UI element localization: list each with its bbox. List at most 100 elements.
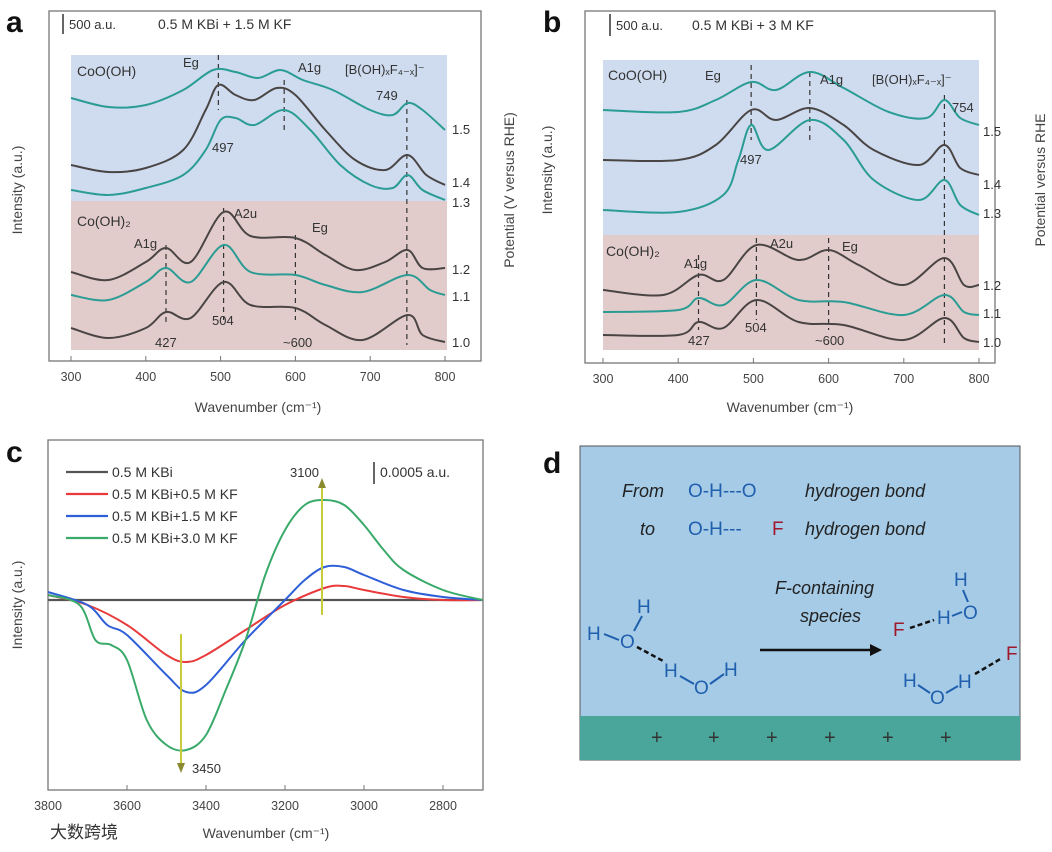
spectrum-line-1.5 xyxy=(602,70,980,126)
hydrogen-atom: H xyxy=(587,624,601,645)
peak-label: 749 xyxy=(376,88,398,103)
spectrum-line-1.1 xyxy=(602,278,980,317)
potential-label: 1.1 xyxy=(983,306,1001,321)
chart-title: 0.5 M KBi + 3 M KF xyxy=(692,17,814,33)
x-tick-label: 3400 xyxy=(192,799,220,813)
x-tick-label: 300 xyxy=(61,370,82,384)
from-text: From xyxy=(622,481,664,501)
spectrum-line-1.5 xyxy=(70,67,446,131)
panel-label: a xyxy=(6,6,23,39)
x-axis-label: Wavenumber (cm⁻¹) xyxy=(203,825,330,841)
legend-label: 0.5 M KBi+1.5 M KF xyxy=(112,508,238,524)
plus-icon: + xyxy=(824,727,836,749)
to-text: to xyxy=(640,519,655,539)
potential-label: 1.3 xyxy=(452,195,470,210)
region-label: Co(OH)₂ xyxy=(606,243,660,259)
spectrum-line xyxy=(47,498,483,752)
oxygen-atom: O xyxy=(930,688,945,709)
x-tick-label: 500 xyxy=(743,372,764,386)
water-dimer: H H O H O H xyxy=(587,597,738,699)
oxygen-atom: O xyxy=(963,603,978,624)
x-tick-label: 2800 xyxy=(429,799,457,813)
legend-label: 0.5 M KBi+3.0 M KF xyxy=(112,530,238,546)
bond xyxy=(709,673,725,685)
plus-icon: + xyxy=(766,727,778,749)
x-axis-label: Wavenumber (cm⁻¹) xyxy=(727,399,854,415)
hbond-text: hydrogen bond xyxy=(805,481,926,501)
hydrogen-atom: H xyxy=(903,671,917,692)
cooh2-region xyxy=(71,201,447,350)
x-tick-label: 3000 xyxy=(350,799,378,813)
x-tick-label: 500 xyxy=(210,370,231,384)
schematic-background xyxy=(579,445,1021,761)
x-tick-label: 3600 xyxy=(113,799,141,813)
plot-frame xyxy=(47,439,484,791)
hydrogen-bond xyxy=(636,645,666,664)
y2-axis-label: Potential versus RHE xyxy=(1032,113,1048,246)
bond xyxy=(603,633,620,641)
peak-label: A2u xyxy=(234,206,257,221)
peak-label: A1g xyxy=(684,256,707,271)
x-tick-label: 3200 xyxy=(271,799,299,813)
x-tick-label: 300 xyxy=(593,372,614,386)
arrow-head-icon xyxy=(870,644,882,656)
plot-frame xyxy=(584,10,996,364)
peak-label: Eg xyxy=(183,55,199,70)
spectrum-line-1.3 xyxy=(602,118,980,216)
watermark: 大数跨境 xyxy=(50,823,118,842)
hydrogen-bond xyxy=(909,618,935,630)
coooh-region xyxy=(603,60,979,235)
peak-label: Eg xyxy=(842,239,858,254)
y-axis-label: Intensity (a.u.) xyxy=(539,126,555,215)
bond xyxy=(679,675,695,685)
peak-label: 497 xyxy=(212,140,234,155)
peak-label: 497 xyxy=(740,152,762,167)
plus-icon: + xyxy=(708,727,720,749)
chart-title: 0.5 M KBi + 1.5 M KF xyxy=(158,16,291,32)
peak-label: 3100 xyxy=(290,465,319,480)
y-axis-label: Intensity (a.u.) xyxy=(9,146,25,235)
bond xyxy=(951,611,963,617)
bond xyxy=(917,684,931,694)
scale-bar-label: 500 a.u. xyxy=(69,17,116,32)
region-label: Co(OH)₂ xyxy=(77,213,131,229)
bond xyxy=(962,589,969,603)
panel-label: d xyxy=(543,447,561,480)
surface-charges: + + + + + + xyxy=(651,727,952,749)
hydrogen-atom: H xyxy=(664,661,678,682)
x-tick-label: 3800 xyxy=(34,799,62,813)
oxygen-atom: O xyxy=(694,678,709,699)
spectrum-line-1.4 xyxy=(70,83,446,186)
plus-icon: + xyxy=(940,727,952,749)
potential-label: 1.5 xyxy=(452,122,470,137)
peak-label: 504 xyxy=(212,313,234,328)
peak-label: 3450 xyxy=(192,761,221,776)
hydrogen-atom: H xyxy=(724,660,738,681)
scale-bar-label: 500 a.u. xyxy=(616,18,663,33)
spectrum-line-1.3 xyxy=(70,109,446,201)
peak-label: Eg xyxy=(312,220,328,235)
potential-label: 1.3 xyxy=(983,206,1001,221)
bond xyxy=(945,685,959,694)
x-tick-label: 700 xyxy=(360,370,381,384)
peak-label: A1g xyxy=(134,236,157,251)
peak-label: ~600 xyxy=(283,335,312,350)
arrow-head-icon xyxy=(318,478,326,488)
x-axis-label: Wavenumber (cm⁻¹) xyxy=(195,399,322,415)
spectrum-line-1.0 xyxy=(70,280,446,343)
peak-label: A1g xyxy=(298,60,321,75)
peak-label: 754 xyxy=(952,100,974,115)
arrow-label: species xyxy=(800,606,861,626)
coooh-region xyxy=(71,55,447,201)
peak-label: A2u xyxy=(770,236,793,251)
fluorine-atom: F xyxy=(1006,644,1018,665)
bond-o-h: O-H--- xyxy=(688,519,742,540)
panel-label: b xyxy=(543,6,561,39)
arrow-head-icon xyxy=(177,763,185,773)
y2-axis-label: Potential (V versus RHE) xyxy=(501,112,517,268)
peak-label: ~600 xyxy=(815,333,844,348)
potential-label: 1.2 xyxy=(452,262,470,277)
x-tick-label: 700 xyxy=(893,372,914,386)
legend-label: 0.5 M KBi+0.5 M KF xyxy=(112,486,238,502)
